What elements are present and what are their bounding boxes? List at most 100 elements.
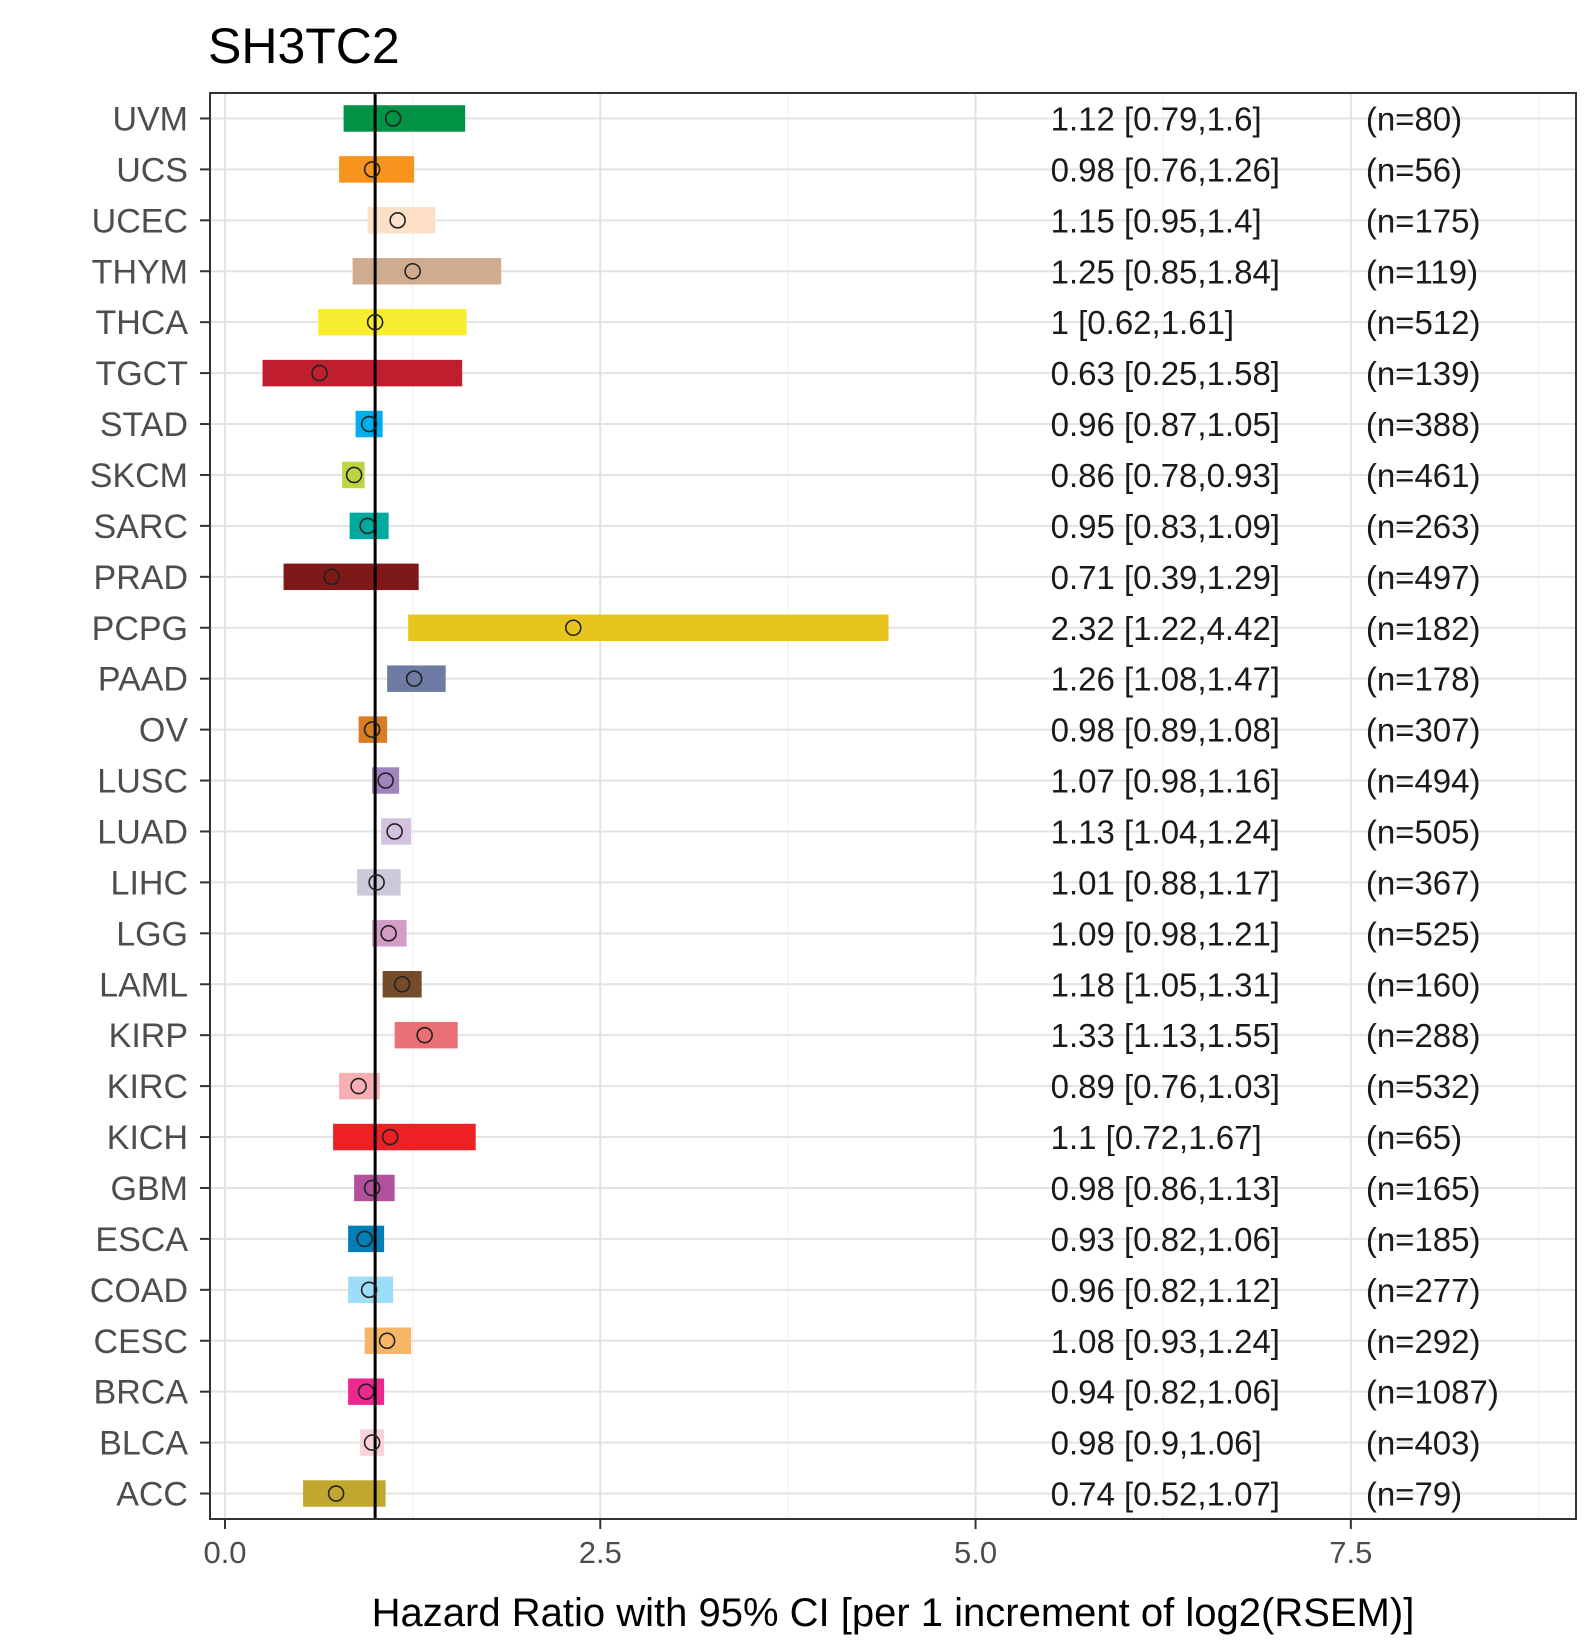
sample-size-text: (n=263) <box>1366 508 1481 545</box>
y-tick-label: UCS <box>116 151 188 189</box>
sample-size-text: (n=512) <box>1366 304 1481 341</box>
y-tick-label: LUSC <box>97 763 188 801</box>
sample-size-text: (n=79) <box>1366 1476 1462 1513</box>
sample-size-text: (n=292) <box>1366 1323 1481 1360</box>
hr-ci-text: 1.25 [0.85,1.84] <box>1051 253 1280 290</box>
ci-bar-kirp <box>394 1021 458 1049</box>
sample-size-text: (n=119) <box>1366 253 1478 290</box>
ci-bar-kirc <box>339 1072 380 1100</box>
hr-ci-text: 1.33 [1.13,1.55] <box>1051 1017 1280 1054</box>
ci-bar-ucs <box>339 156 415 183</box>
hr-ci-text: 1.12 [0.79,1.6] <box>1051 100 1262 137</box>
hr-ci-text: 0.74 [0.52,1.07] <box>1051 1476 1280 1513</box>
y-tick-label: LAML <box>99 966 188 1004</box>
y-tick-label: ESCA <box>95 1221 188 1259</box>
confidence-bars <box>262 105 889 1507</box>
y-tick-label: OV <box>139 712 188 750</box>
ci-bar-sarc <box>349 512 389 540</box>
y-axis: UVM UCS UCEC THYM THCA TGCT STAD SKCM SARC PRAD PC… <box>90 100 210 1514</box>
sample-size-text: (n=288) <box>1366 1017 1481 1054</box>
ci-bar-kich <box>333 1123 476 1151</box>
sample-size-text: (n=497) <box>1366 559 1481 596</box>
hr-point-ucs <box>363 161 381 178</box>
sample-size-text: (n=277) <box>1366 1272 1481 1309</box>
ci-bar-ucec <box>367 207 436 234</box>
hr-ci-text: 0.94 [0.82,1.06] <box>1051 1374 1280 1411</box>
x-tick-label: 5.0 <box>954 1535 997 1570</box>
y-tick-label: PAAD <box>98 661 188 699</box>
y-tick-label: PRAD <box>94 559 188 597</box>
ci-bar-stad <box>355 410 383 438</box>
sample-size-text: (n=505) <box>1366 813 1481 850</box>
hr-ci-text: 1.07 [0.98,1.16] <box>1051 763 1280 800</box>
hr-point-kich <box>381 1128 399 1146</box>
ci-bar-brca <box>348 1378 385 1405</box>
y-tick-label: GBM <box>111 1170 188 1208</box>
ci-bar-tgct <box>262 359 463 387</box>
sample-size-text: (n=403) <box>1366 1425 1481 1462</box>
hr-ci-text: 0.89 [0.76,1.03] <box>1051 1068 1280 1105</box>
y-tick-label: UCEC <box>92 202 188 240</box>
y-tick-label: BRCA <box>94 1374 189 1412</box>
hr-ci-text: 0.96 [0.87,1.05] <box>1051 406 1280 443</box>
y-tick-label: LIHC <box>111 864 188 902</box>
hr-point-stad <box>360 415 378 433</box>
hr-point-cesc <box>378 1332 396 1350</box>
y-tick-label: SARC <box>94 508 188 546</box>
sample-size-text: (n=307) <box>1366 712 1481 749</box>
y-tick-label: COAD <box>90 1272 188 1310</box>
hr-point-coad <box>360 1281 378 1299</box>
hr-point-lgg <box>380 925 397 942</box>
sample-size-text: (n=175) <box>1366 202 1481 239</box>
sample-size-text: (n=139) <box>1366 355 1481 392</box>
hr-point-gbm <box>363 1179 381 1197</box>
x-tick-label: 0.0 <box>203 1535 246 1570</box>
ci-bar-cesc <box>364 1327 412 1354</box>
hr-point-laml <box>393 975 411 993</box>
sample-size-text: (n=160) <box>1366 966 1481 1003</box>
hr-point-skcm <box>345 466 363 484</box>
x-axis-label: Hazard Ratio with 95% CI [per 1 incremen… <box>372 1591 1415 1635</box>
y-tick-label: LGG <box>116 915 188 953</box>
hr-ci-text: 0.86 [0.78,0.93] <box>1051 457 1280 494</box>
hr-point-pcpg <box>564 619 582 637</box>
y-tick-label: PCPG <box>92 610 188 648</box>
y-tick-label: CESC <box>94 1323 188 1361</box>
sample-size-text: (n=56) <box>1366 151 1462 188</box>
hr-point-kirp <box>416 1026 433 1044</box>
hr-ci-text: 1.26 [1.08,1.47] <box>1051 661 1280 698</box>
hr-point-thym <box>404 262 421 280</box>
ci-bar-lgg <box>372 920 407 947</box>
hr-point-blca <box>363 1434 381 1451</box>
hr-ci-text: 1 [0.62,1.61] <box>1051 304 1234 341</box>
hr-ci-text: 0.98 [0.76,1.26] <box>1051 151 1280 188</box>
hr-ci-text: 1.1 [0.72,1.67] <box>1051 1119 1262 1156</box>
y-tick-label: TGCT <box>95 355 188 393</box>
hr-ci-text: 1.15 [0.95,1.4] <box>1051 202 1262 239</box>
chart-title: SH3TC2 <box>208 18 400 74</box>
ci-bar-ov <box>358 716 388 743</box>
ci-bar-luad <box>381 818 412 845</box>
hr-ci-text: 0.63 [0.25,1.58] <box>1051 355 1280 392</box>
annotations: 1.12 [0.79,1.6] (n=80) 0.98 [0.76,1.26] (n=… <box>1051 100 1499 1512</box>
hr-point-brca <box>357 1383 375 1400</box>
sample-size-text: (n=80) <box>1366 100 1462 137</box>
plot-panel-border <box>209 92 1577 1520</box>
hr-ci-text: 0.98 [0.86,1.13] <box>1051 1170 1280 1207</box>
sample-size-text: (n=165) <box>1366 1170 1481 1207</box>
sample-size-text: (n=182) <box>1366 610 1481 647</box>
y-tick-label: KIRC <box>107 1068 188 1106</box>
sample-size-text: (n=178) <box>1366 661 1481 698</box>
sample-size-text: (n=367) <box>1366 864 1481 901</box>
hr-point-kirc <box>350 1077 367 1095</box>
y-tick-label: THCA <box>95 304 188 342</box>
hr-ci-text: 1.18 [1.05,1.31] <box>1051 966 1280 1003</box>
hr-ci-text: 0.71 [0.39,1.29] <box>1051 559 1280 596</box>
hr-ci-text: 0.93 [0.82,1.06] <box>1051 1221 1280 1258</box>
y-tick-label: LUAD <box>97 813 188 851</box>
hr-point-uvm <box>384 110 402 127</box>
ci-bar-prad <box>283 563 419 591</box>
hr-ci-text: 0.96 [0.82,1.12] <box>1051 1272 1280 1309</box>
x-tick-label: 7.5 <box>1329 1535 1372 1570</box>
hr-ci-text: 1.01 [0.88,1.17] <box>1051 864 1280 901</box>
